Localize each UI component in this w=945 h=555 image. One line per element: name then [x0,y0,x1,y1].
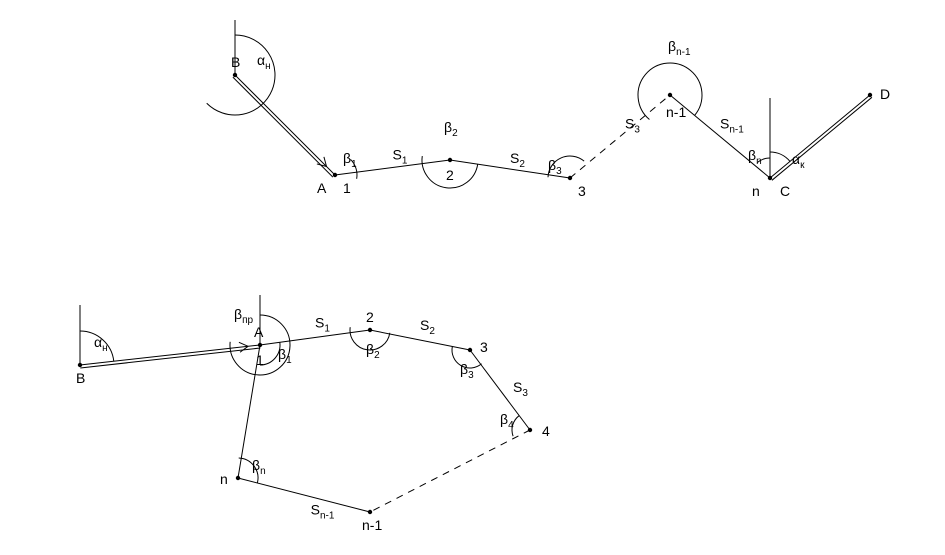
angle-label: β3 [460,361,474,381]
node-point [236,476,240,480]
node-point [448,158,452,162]
node-point [333,173,337,177]
edge [238,478,370,512]
angle-label: βn [252,457,266,477]
edge [235,75,335,175]
node-label: B [76,370,85,386]
node-label: D [880,86,890,102]
node-point [668,93,672,97]
node-point [78,363,82,367]
edge [260,330,370,345]
node-point [368,328,372,332]
node-point [528,428,532,432]
angle-label: αн [94,334,108,354]
edge-label: S2 [510,150,525,170]
edge-label: Sn-1 [720,116,744,136]
angle-label: β3 [548,157,562,177]
angle-label: β2 [366,341,380,361]
node-label: 3 [480,339,488,355]
node-label: 3 [578,183,586,199]
edge [370,330,470,350]
node-label: A [317,180,327,196]
node-point [468,348,472,352]
node-point [568,176,572,180]
node-label: A [254,324,264,340]
node-label: 2 [446,167,454,183]
edge [770,95,870,178]
angle-arc [207,35,275,115]
node-point [258,343,262,347]
node-point [368,510,372,514]
node-label: 1 [343,180,351,196]
node-label: B [231,54,240,70]
node-label: 4 [542,423,550,439]
edge [370,430,530,512]
node-label: C [780,183,790,199]
edge-label: S1 [393,147,408,167]
edge-label: S3 [513,379,528,399]
angle-label: βn [748,147,762,167]
node-label: n [752,183,760,199]
node-point [233,73,237,77]
node-label: 2 [366,309,374,325]
edge-label: S1 [315,315,330,335]
edge-label: Sn-1 [311,502,335,522]
angle-label: β1 [343,150,357,170]
edge [570,95,670,178]
angle-label: β4 [500,411,514,431]
angle-label: β2 [444,119,458,139]
open-traverse-diagram: S1S2S3Sn-1αнBβ1A1β22β33βn-1n-1αкβnCnD [207,20,890,199]
node-point [868,93,872,97]
edge-label: S2 [420,317,435,337]
edge-label: S3 [625,115,640,135]
angle-arc [770,152,790,161]
node-point [768,176,772,180]
closed-traverse-diagram: S1S2S3Sn-1αнBβпрβ1A1β22β33β44n-1βnn [76,295,550,533]
node-label: n-1 [666,104,686,120]
angle-label: βпр [234,306,253,326]
angle-label: βn-1 [668,38,691,58]
node-label: 1 [256,352,264,368]
node-label: n [220,471,228,487]
diagram-canvas: S1S2S3Sn-1αнBβ1A1β22β33βn-1n-1αкβnCnDS1S… [0,0,945,555]
node-label: n-1 [362,517,382,533]
angle-label: αн [257,52,271,72]
